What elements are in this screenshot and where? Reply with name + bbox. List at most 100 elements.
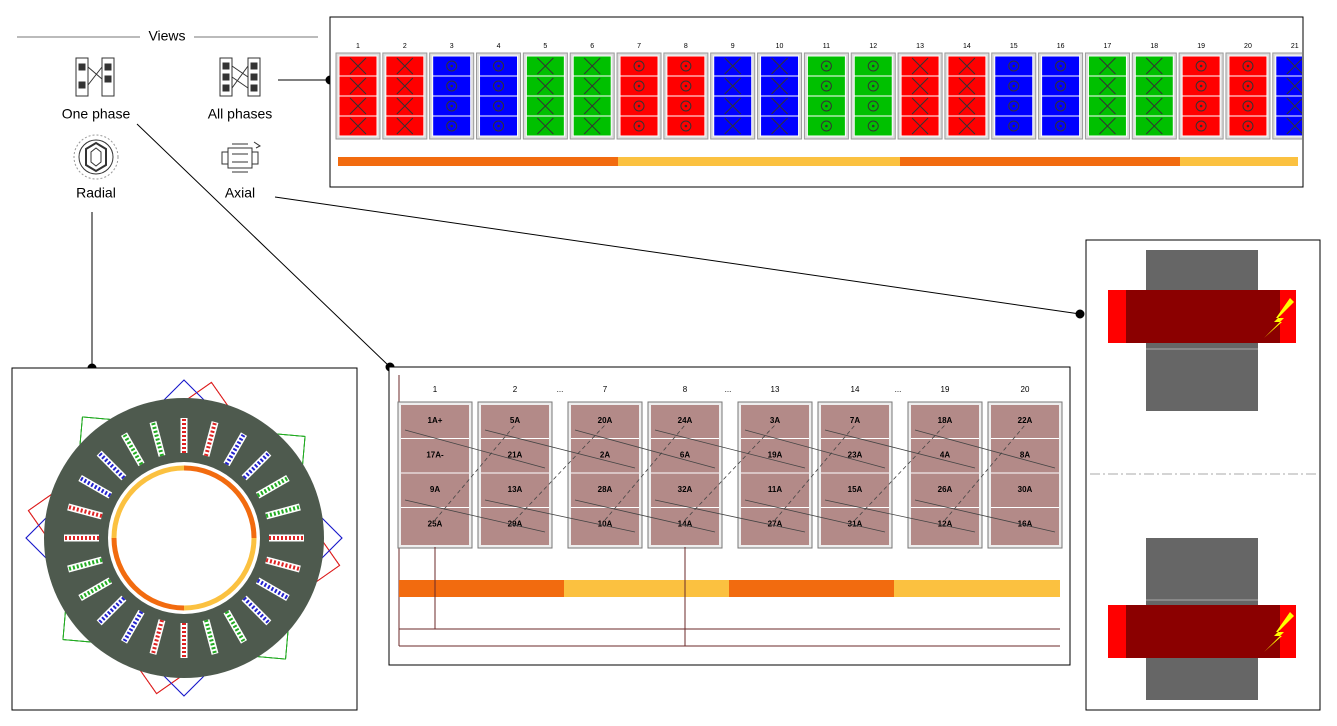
- slot-coil: [242, 596, 271, 625]
- radial-icon[interactable]: [73, 134, 119, 180]
- slot-number: 19: [941, 385, 950, 394]
- dot: [497, 64, 500, 68]
- wire: [824, 499, 976, 533]
- phase-ring: [111, 465, 185, 539]
- dot: [871, 124, 875, 128]
- coil-label: 31A: [848, 520, 863, 529]
- phase-bar: [894, 580, 1060, 597]
- dot-ring: [493, 80, 505, 92]
- cross: [1145, 117, 1163, 135]
- one-phase-icon[interactable]: [75, 57, 115, 97]
- slot-coil: [79, 476, 112, 498]
- dot: [1199, 64, 1203, 68]
- dot: [1246, 124, 1250, 128]
- slot-coil: [204, 619, 217, 655]
- slot-number: 17: [1104, 43, 1112, 50]
- coil-label: 6A: [680, 451, 690, 460]
- slot-number: 19: [1197, 43, 1205, 50]
- coil-label: 2A: [600, 451, 610, 460]
- view-label[interactable]: Axial: [225, 185, 255, 201]
- cross: [349, 77, 367, 95]
- slot-number: 7: [603, 385, 608, 394]
- dot-ring: [680, 120, 692, 132]
- dot-ring: [1055, 100, 1067, 112]
- slot-number: 21: [1291, 43, 1299, 50]
- dot: [450, 124, 453, 128]
- cross: [1145, 57, 1163, 75]
- cross: [537, 97, 554, 115]
- view-label[interactable]: All phases: [208, 106, 273, 122]
- slot-coil: [242, 451, 271, 480]
- dot-ring: [633, 80, 645, 92]
- dot-ring: [1242, 120, 1254, 132]
- phase-ring: [183, 537, 257, 611]
- dot-ring: [1195, 60, 1207, 72]
- dot-ring: [1242, 80, 1254, 92]
- coil-label: 28A: [598, 485, 613, 494]
- coil: [911, 405, 979, 545]
- slot-coil: [67, 558, 103, 571]
- dot-ring: [1195, 120, 1207, 132]
- slot-number: 9: [731, 43, 735, 50]
- cross: [396, 117, 414, 135]
- axial-icon[interactable]: [221, 141, 261, 173]
- dot: [637, 84, 641, 88]
- cross: [1099, 77, 1116, 95]
- all-phases-icon[interactable]: [219, 57, 261, 97]
- coil-label: 29A: [508, 520, 523, 529]
- slot-number: 8: [683, 385, 688, 394]
- wire: [684, 424, 776, 521]
- coil-label: 9A: [430, 485, 440, 494]
- phase-bar: [399, 580, 564, 597]
- slot-coil: [224, 610, 246, 643]
- dot-ring: [493, 100, 505, 112]
- coil-label: 24A: [678, 416, 693, 425]
- slot-number: 16: [1057, 43, 1065, 50]
- phase-bar: [900, 157, 1180, 166]
- cross: [583, 77, 601, 95]
- coil-label: 15A: [848, 485, 863, 494]
- cross: [911, 77, 929, 95]
- dot-ring: [1008, 60, 1020, 72]
- slot-coil: [97, 451, 126, 480]
- dot: [684, 84, 688, 88]
- dot: [1012, 64, 1016, 68]
- coil-label: 3A: [770, 416, 780, 425]
- phase-bar: [1180, 157, 1298, 166]
- cross: [958, 97, 976, 115]
- axial-view: [1090, 250, 1316, 700]
- slot-coil: [97, 596, 126, 625]
- cross: [396, 77, 414, 95]
- coil-label: 26A: [938, 485, 953, 494]
- dot: [637, 124, 641, 128]
- dot-ring: [633, 60, 645, 72]
- slot-coil: [224, 433, 246, 466]
- dot-ring: [820, 120, 832, 132]
- cross: [911, 117, 929, 135]
- dot: [497, 124, 500, 128]
- cross: [724, 97, 742, 115]
- dot-ring: [1195, 100, 1207, 112]
- view-label[interactable]: Radial: [76, 185, 116, 201]
- dot-ring: [633, 120, 645, 132]
- view-label[interactable]: One phase: [62, 106, 131, 122]
- slot-number: 12: [869, 43, 877, 50]
- cross: [911, 97, 929, 115]
- slot-coil: [256, 476, 289, 498]
- dot-ring: [820, 60, 832, 72]
- slot-coil: [67, 505, 103, 518]
- coil: [821, 405, 889, 545]
- slot-number: 11: [823, 43, 830, 50]
- cross: [771, 117, 788, 135]
- slot-number: 6: [590, 43, 594, 50]
- dot-ring: [1242, 60, 1254, 72]
- slot-number: 18: [1150, 43, 1158, 50]
- slot-number: 20: [1021, 385, 1030, 394]
- dot: [1199, 84, 1203, 88]
- cross: [583, 117, 601, 135]
- rotor-gap: [118, 472, 250, 604]
- cross: [396, 97, 414, 115]
- radial-view: [25, 379, 343, 697]
- coil-label: 23A: [848, 451, 863, 460]
